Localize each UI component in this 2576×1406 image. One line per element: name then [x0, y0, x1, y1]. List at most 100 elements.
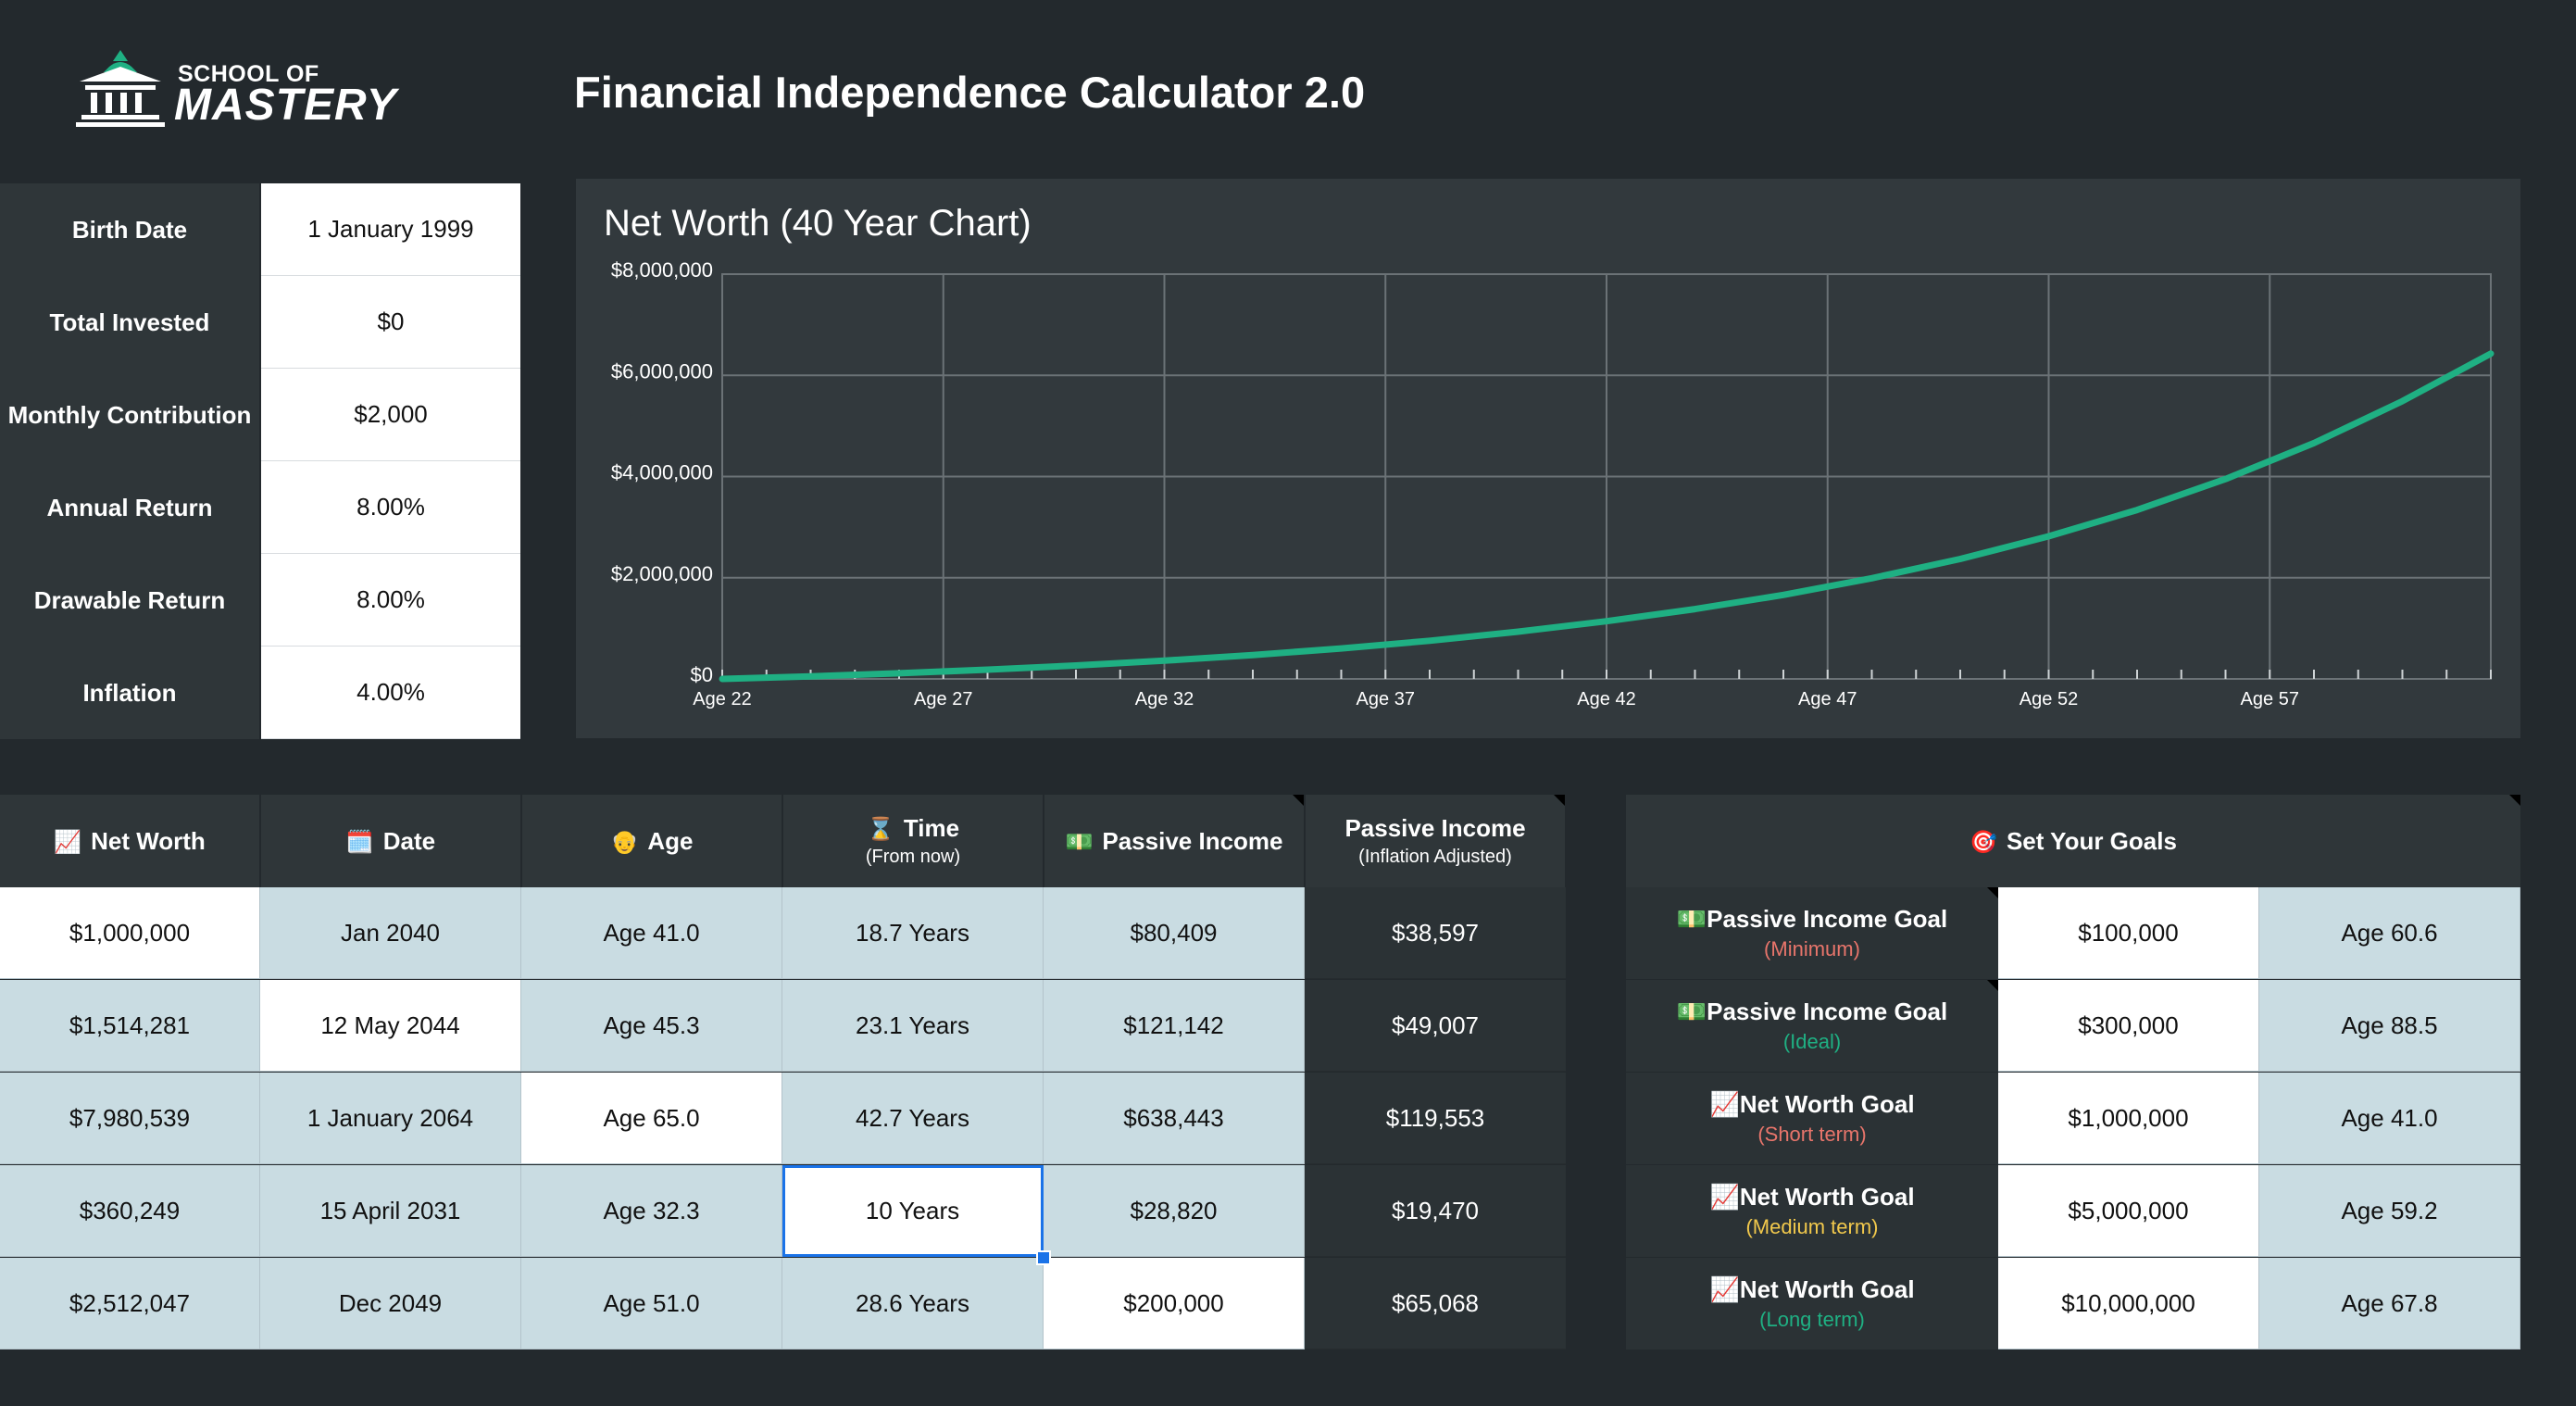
net-worth-cell[interactable]: $1,514,281: [0, 980, 260, 1072]
total-invested-input[interactable]: $0: [261, 276, 520, 369]
header-passive-income: 💵 Passive Income: [1044, 795, 1304, 887]
x-tick-label: Age 27: [914, 689, 972, 709]
note-indicator: [1293, 795, 1304, 806]
y-tick-label: $2,000,000: [611, 562, 713, 585]
input-label: Drawable Return: [0, 554, 259, 647]
goal-age-cell: Age 88.5: [2259, 980, 2520, 1072]
date-cell[interactable]: Dec 2049: [260, 1258, 521, 1350]
y-tick-label: $0: [691, 663, 713, 686]
header-date: 🗓️ Date: [261, 795, 520, 887]
header-passive-income-adjusted: Passive Income (Inflation Adjusted): [1306, 795, 1565, 887]
net-worth-cell[interactable]: $7,980,539: [0, 1073, 260, 1164]
header-sublabel: (From now): [865, 847, 961, 867]
input-row-birth-date: Birth Date 1 January 1999: [0, 183, 520, 276]
chart-canvas: $0 $2,000,000 $4,000,000 $6,000,000 $8,000,0…: [611, 258, 2495, 709]
goal-label-passive-min: 💵Passive Income Goal (Minimum): [1626, 887, 1998, 979]
input-label: Monthly Contribution: [0, 369, 259, 461]
input-label: Inflation: [0, 647, 259, 739]
passive-income-adjusted-cell: $49,007: [1305, 980, 1566, 1072]
cell-fill-handle[interactable]: [1036, 1250, 1051, 1265]
input-label: Total Invested: [0, 276, 259, 369]
chart-up-icon: 📈: [1709, 1090, 1740, 1118]
time-cell[interactable]: 23.1 Years: [782, 980, 1044, 1072]
time-input-selected[interactable]: 10 Years: [782, 1165, 1044, 1257]
date-input[interactable]: 12 May 2044: [260, 980, 521, 1072]
chart-up-icon: 📈: [1709, 1183, 1740, 1211]
money-icon: 💵: [1676, 905, 1707, 933]
money-icon: 💵: [1065, 829, 1094, 855]
passive-income-adjusted-cell: $38,597: [1305, 887, 1566, 979]
age-cell[interactable]: Age 41.0: [521, 887, 782, 979]
birth-date-input[interactable]: 1 January 1999: [261, 183, 520, 276]
net-worth-cell[interactable]: $360,249: [0, 1165, 260, 1257]
input-row-inflation: Inflation 4.00%: [0, 647, 520, 739]
age-cell[interactable]: Age 51.0: [521, 1258, 782, 1350]
passive-income-cell[interactable]: $638,443: [1044, 1073, 1305, 1164]
header-label: Passive Income: [1102, 826, 1283, 855]
goal-amount-input[interactable]: $5,000,000: [1998, 1165, 2259, 1257]
date-cell[interactable]: Jan 2040: [260, 887, 521, 979]
input-label: Birth Date: [0, 183, 259, 276]
note-indicator: [1987, 980, 1998, 991]
time-cell[interactable]: 42.7 Years: [782, 1073, 1044, 1164]
age-cell[interactable]: Age 45.3: [521, 980, 782, 1072]
net-worth-cell[interactable]: $2,512,047: [0, 1258, 260, 1350]
passive-income-input[interactable]: $200,000: [1044, 1258, 1305, 1350]
goal-age-cell: Age 41.0: [2259, 1073, 2520, 1164]
temple-icon: [76, 50, 165, 127]
header-time: ⌛ Time (From now): [783, 795, 1043, 887]
header-label: Net Worth: [91, 826, 206, 855]
goal-title: Net Worth Goal: [1739, 1090, 1915, 1118]
passive-income-cell[interactable]: $28,820: [1044, 1165, 1305, 1257]
goal-title: Passive Income Goal: [1707, 905, 1948, 933]
annual-return-input[interactable]: 8.00%: [261, 461, 520, 554]
goal-amount-input[interactable]: $1,000,000: [1998, 1073, 2259, 1164]
date-cell[interactable]: 15 April 2031: [260, 1165, 521, 1257]
note-indicator: [2509, 795, 2520, 806]
x-tick-label: Age 42: [1577, 689, 1635, 709]
y-tick-label: $4,000,000: [611, 461, 713, 484]
inflation-input[interactable]: 4.00%: [261, 647, 520, 739]
chart-up-icon: 📈: [1709, 1275, 1740, 1303]
goal-age-cell: Age 67.8: [2259, 1258, 2520, 1350]
goal-label-passive-ideal: 💵Passive Income Goal (Ideal): [1626, 980, 1998, 1072]
goal-amount-input[interactable]: $300,000: [1998, 980, 2259, 1072]
passive-income-cell[interactable]: $121,142: [1044, 980, 1305, 1072]
passive-income-cell[interactable]: $80,409: [1044, 887, 1305, 979]
net-worth-line: [719, 350, 2495, 683]
age-cell[interactable]: Age 32.3: [521, 1165, 782, 1257]
drawable-return-input[interactable]: 8.00%: [261, 554, 520, 647]
goal-amount-input[interactable]: $100,000: [1998, 887, 2259, 979]
logo-text-line1: SCHOOL OF: [178, 61, 319, 87]
time-cell[interactable]: 18.7 Years: [782, 887, 1044, 979]
header-age: 👴 Age: [522, 795, 782, 887]
header-label: Date: [382, 826, 436, 855]
goals-header: 🎯 Set Your Goals: [1626, 795, 2520, 887]
logo-text-line2: MASTERY: [174, 81, 397, 130]
age-input[interactable]: Age 65.0: [521, 1073, 782, 1164]
header-net-worth: 📈 Net Worth: [0, 795, 259, 887]
goal-amount-input[interactable]: $10,000,000: [1998, 1258, 2259, 1350]
old-man-icon: 👴: [610, 829, 639, 855]
monthly-contribution-input[interactable]: $2,000: [261, 369, 520, 461]
time-cell[interactable]: 28.6 Years: [782, 1258, 1044, 1350]
goal-age-cell: Age 59.2: [2259, 1165, 2520, 1257]
goal-label-networth-short: 📈Net Worth Goal (Short term): [1626, 1073, 1998, 1164]
date-cell[interactable]: 1 January 2064: [260, 1073, 521, 1164]
x-tick-label: Age 37: [1357, 689, 1415, 709]
goal-subtitle: (Ideal): [1782, 1030, 1842, 1053]
input-row-monthly-contribution: Monthly Contribution $2,000: [0, 369, 520, 461]
passive-income-adjusted-cell: $65,068: [1305, 1258, 1566, 1350]
chart-up-icon: 📈: [54, 829, 82, 855]
header-label: Age: [647, 826, 694, 855]
goal-title: Passive Income Goal: [1707, 998, 1948, 1025]
goal-label-networth-medium: 📈Net Worth Goal (Medium term): [1626, 1165, 1998, 1257]
x-tick-label: Age 47: [1798, 689, 1857, 709]
chart-title: Net Worth (40 Year Chart): [604, 203, 1032, 244]
goal-age-cell: Age 60.6: [2259, 887, 2520, 979]
goal-subtitle: (Medium term): [1745, 1215, 1879, 1238]
passive-income-adjusted-cell: $19,470: [1305, 1165, 1566, 1257]
net-worth-input[interactable]: $1,000,000: [0, 887, 260, 979]
x-tick-label: Age 57: [2241, 689, 2299, 709]
note-indicator: [1987, 887, 1998, 898]
